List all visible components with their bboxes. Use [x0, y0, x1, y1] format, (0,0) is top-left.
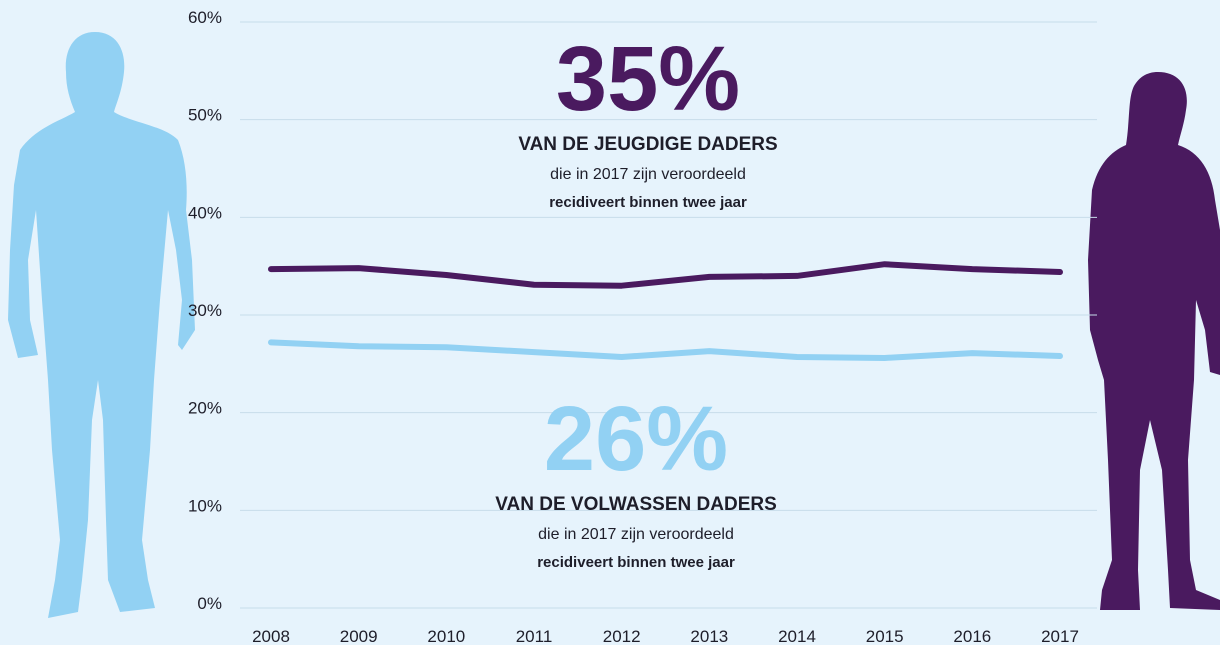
x-tick-label: 2013 — [690, 627, 728, 645]
y-tick-label: 40% — [188, 203, 222, 222]
y-tick-label: 10% — [188, 496, 222, 515]
x-tick-label: 2016 — [953, 627, 991, 645]
series-name: VAN DE VOLWASSEN DADERS — [495, 494, 777, 515]
x-tick-label: 2008 — [252, 627, 290, 645]
x-tick-label: 2009 — [340, 627, 378, 645]
series-line — [268, 339, 1063, 361]
y-tick-label: 30% — [188, 301, 222, 320]
x-tick-label: 2012 — [603, 627, 641, 645]
silhouettes — [8, 32, 1220, 618]
series-line — [268, 261, 1063, 289]
annotation: recidiveert binnen twee jaar — [549, 194, 747, 211]
annotation: die in 2017 zijn veroordeeld — [538, 526, 734, 543]
x-tick-label: 2014 — [778, 627, 816, 645]
y-tick-label: 20% — [188, 399, 222, 418]
headline: 35% — [556, 28, 740, 130]
y-tick-label: 50% — [188, 106, 222, 125]
x-tick-label: 2011 — [516, 627, 553, 645]
annotation: recidiveert binnen twee jaar — [537, 554, 735, 571]
x-tick-label: 2017 — [1041, 627, 1079, 645]
headline: 26% — [544, 388, 728, 490]
plot — [268, 261, 1063, 361]
annotation: die in 2017 zijn veroordeeld — [550, 166, 746, 183]
x-tick-label: 2015 — [866, 627, 904, 645]
y-tick-label: 60% — [188, 8, 222, 27]
adult-silhouette — [8, 32, 195, 618]
youth-silhouette — [1088, 72, 1220, 610]
axes: 0% 10% 20% 30% 40% 50% 60% 2008 2009 2010 2011 2012… — [188, 8, 1097, 645]
x-tick-label: 2010 — [427, 627, 465, 645]
series-name: VAN DE JEUGDIGE DADERS — [518, 134, 777, 155]
y-tick-label: 0% — [197, 594, 222, 613]
annotations: 35% VAN DE JEUGDIGE DADERS die in 2017 zij… — [495, 28, 777, 571]
